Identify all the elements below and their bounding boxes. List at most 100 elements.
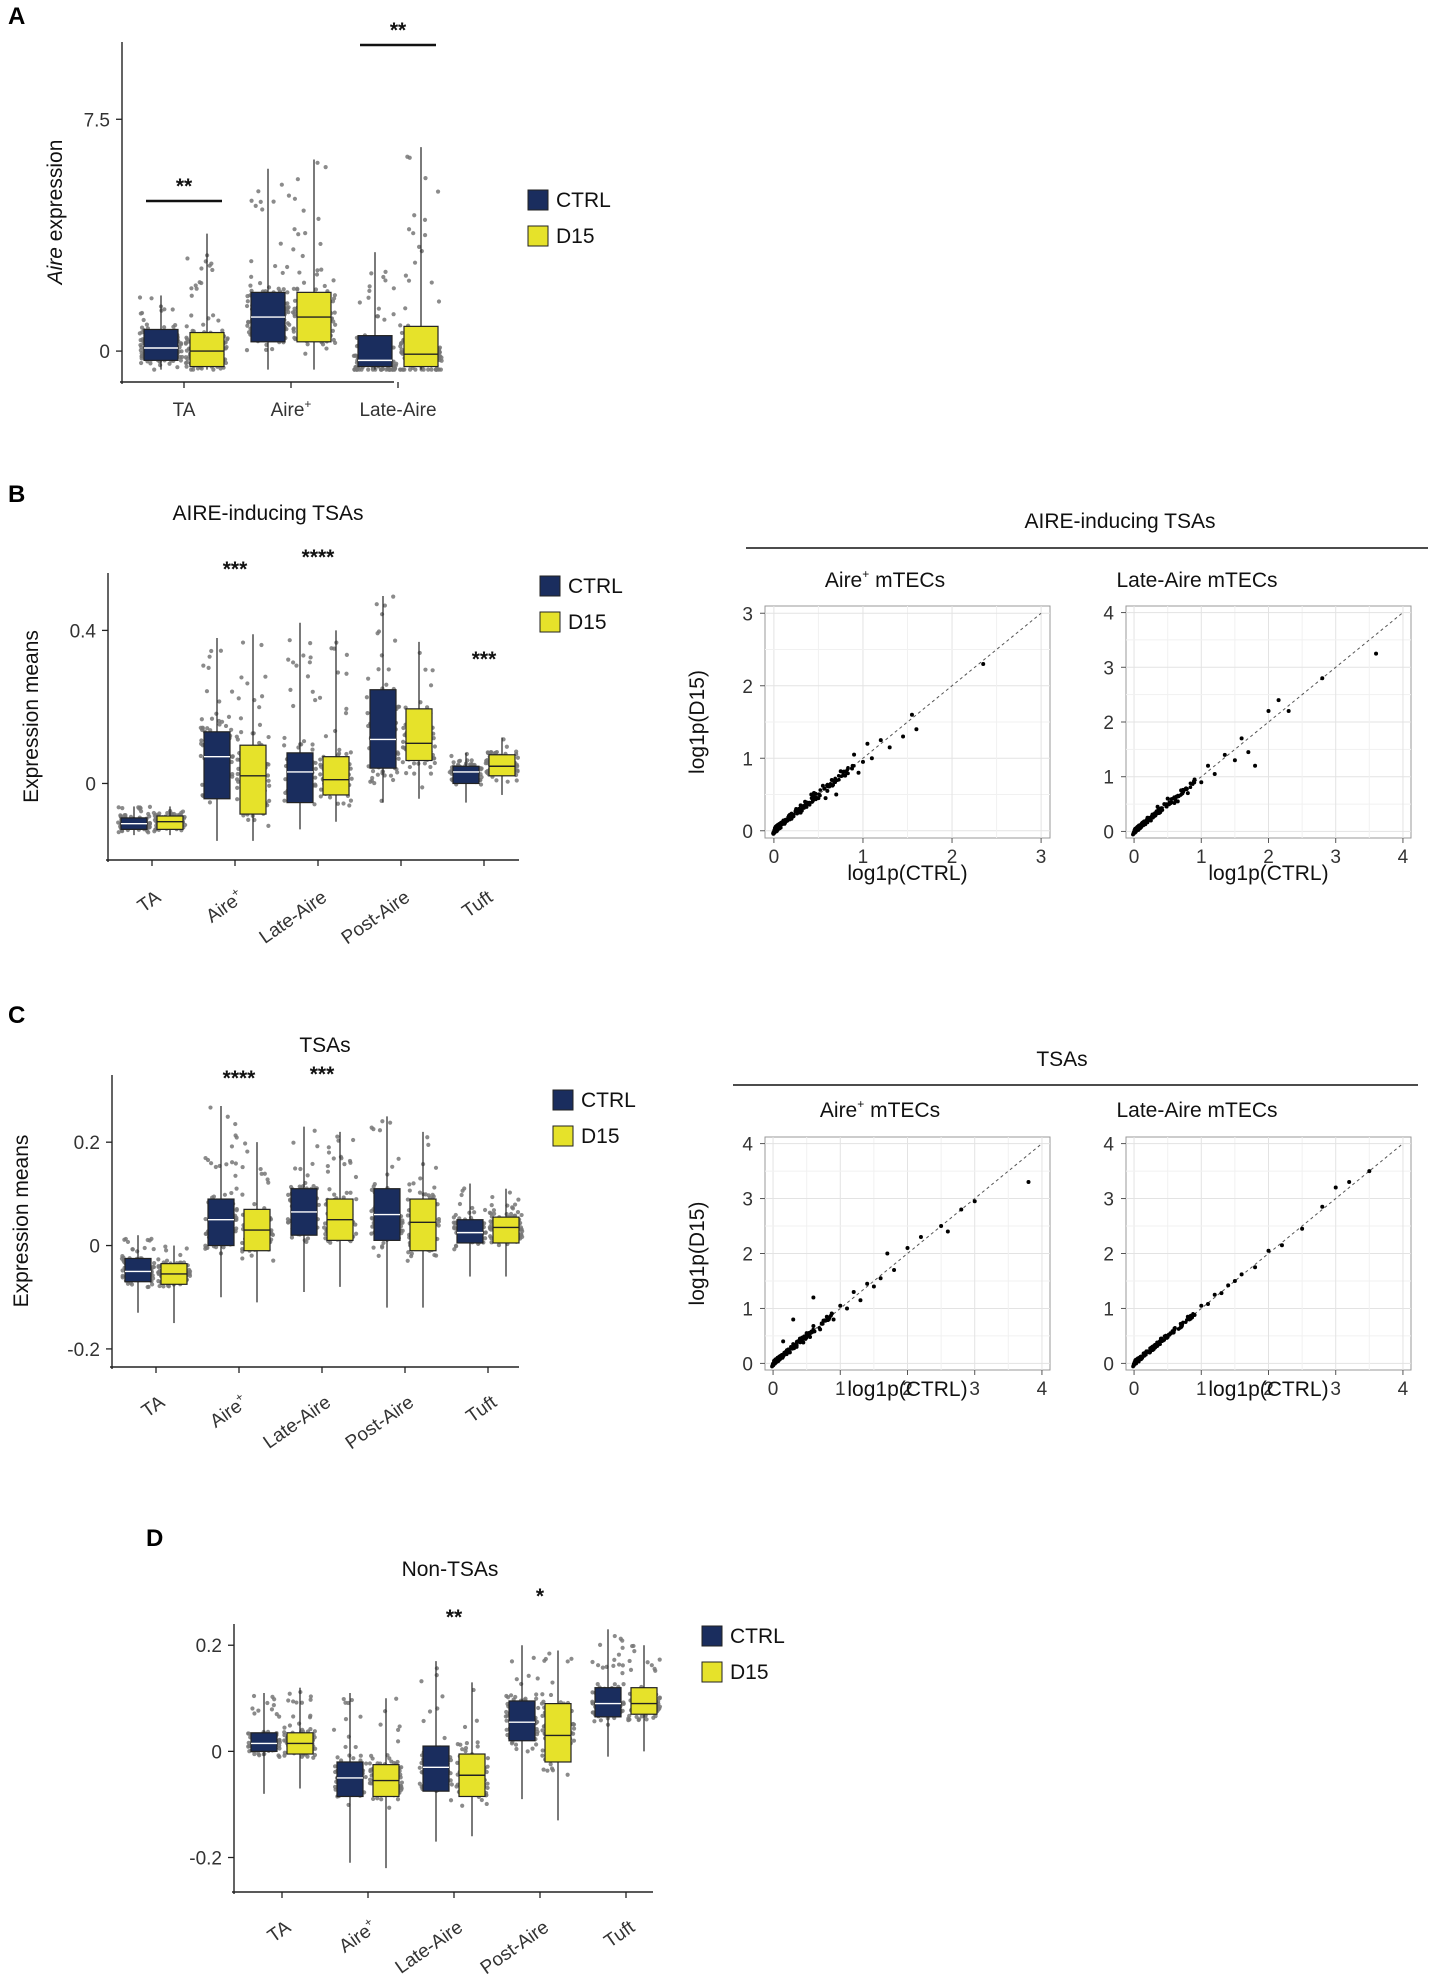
data-point: [276, 1753, 281, 1758]
scatter-point: [1206, 763, 1211, 768]
scatter-point: [1320, 1204, 1325, 1209]
data-point: [257, 722, 263, 728]
data-point: [302, 1238, 307, 1243]
data-point: [189, 286, 194, 291]
data-point: [464, 1741, 469, 1746]
data-point: [657, 1657, 662, 1662]
data-point: [386, 667, 391, 672]
scatter-point: [823, 796, 828, 801]
scatter-point: [1169, 797, 1174, 801]
legend-swatch-ctrl: [527, 189, 549, 211]
data-point: [343, 1744, 348, 1750]
data-point: [331, 278, 336, 283]
scatter-point: [1239, 736, 1244, 741]
x-tick-label: 0: [1129, 847, 1140, 868]
data-point: [287, 322, 292, 327]
box-d15: [630, 1687, 658, 1715]
data-point: [469, 758, 474, 763]
y-tick-label: 2: [742, 1245, 753, 1266]
data-point: [230, 774, 235, 779]
data-point: [289, 1235, 295, 1240]
x-tick-text: Tuft: [463, 1391, 502, 1427]
data-point: [328, 1240, 333, 1245]
data-point: [372, 1182, 377, 1187]
data-point: [337, 751, 342, 756]
data-point: [145, 1237, 150, 1243]
scatter-point: [826, 1318, 830, 1322]
data-point: [442, 1735, 447, 1741]
y-tick-label: 1: [742, 749, 753, 770]
data-point: [295, 287, 300, 292]
data-point: [348, 1190, 353, 1195]
box-ctrl: [369, 689, 397, 769]
data-point: [432, 1185, 437, 1190]
data-point: [344, 671, 349, 676]
data-point: [207, 800, 213, 805]
scatter-point: [1152, 1343, 1157, 1348]
data-point: [397, 1724, 402, 1729]
scatter-point: [869, 756, 874, 761]
scatter-point: [1158, 808, 1163, 813]
data-point: [411, 761, 417, 766]
scatter-point: [845, 1306, 850, 1311]
x-tick-label: 0: [769, 847, 780, 868]
scatter-point: [1142, 1353, 1147, 1358]
data-point: [286, 657, 291, 662]
significance-label: **: [446, 1606, 463, 1629]
scatter-point: [1175, 799, 1180, 804]
scatter-point: [808, 1335, 813, 1340]
data-point: [611, 1663, 616, 1668]
scatter-title-sup: +: [862, 567, 869, 581]
data-point: [122, 813, 127, 818]
data-point: [209, 716, 215, 721]
y-tick-label: 0.2: [196, 1636, 222, 1657]
legend-label-d15: D15: [581, 1125, 620, 1148]
data-point: [245, 681, 250, 686]
panel-letter-D: D: [146, 1525, 163, 1552]
data-point: [284, 306, 289, 312]
data-point: [250, 1706, 255, 1711]
data-point: [225, 1114, 230, 1119]
data-point: [417, 1765, 422, 1770]
data-point: [300, 253, 305, 259]
data-point: [335, 1134, 340, 1139]
data-point: [137, 331, 142, 336]
data-point: [331, 1156, 336, 1161]
data-point: [151, 810, 156, 816]
x-tick-text: TA: [264, 1917, 295, 1948]
data-point: [440, 1694, 445, 1699]
data-point: [348, 766, 353, 771]
data-point: [313, 775, 318, 780]
x-tick-label: 0: [1129, 1379, 1140, 1400]
data-point: [371, 1245, 376, 1250]
scatter-point: [777, 1355, 782, 1360]
scatter-panel-title: Late-Aire mTECs: [1116, 1099, 1277, 1122]
data-point: [423, 176, 428, 181]
legend-swatch-d15: [701, 1661, 723, 1683]
scatter-point: [1152, 814, 1157, 819]
y-tick-label: 2: [742, 677, 753, 698]
x-tick-label: Post-Aire: [477, 1917, 553, 1979]
scatter-point: [838, 1303, 843, 1308]
data-point: [229, 689, 235, 694]
data-point: [308, 1694, 313, 1699]
scatter-point: [1142, 819, 1147, 824]
data-point: [380, 1244, 385, 1249]
data-point: [230, 754, 235, 759]
data-point: [256, 189, 261, 194]
data-point: [184, 324, 189, 329]
data-point: [433, 367, 438, 372]
data-point: [351, 1756, 356, 1761]
x-tick-label: TA: [264, 1917, 295, 1948]
data-point: [234, 1135, 239, 1140]
data-point: [548, 1762, 553, 1767]
data-point: [185, 356, 190, 362]
data-point: [449, 753, 454, 759]
data-point: [407, 764, 412, 770]
data-point: [530, 1746, 535, 1751]
scatter-point: [811, 1324, 816, 1329]
data-point: [287, 1723, 293, 1728]
data-point: [265, 1700, 270, 1706]
data-point: [285, 1220, 291, 1225]
